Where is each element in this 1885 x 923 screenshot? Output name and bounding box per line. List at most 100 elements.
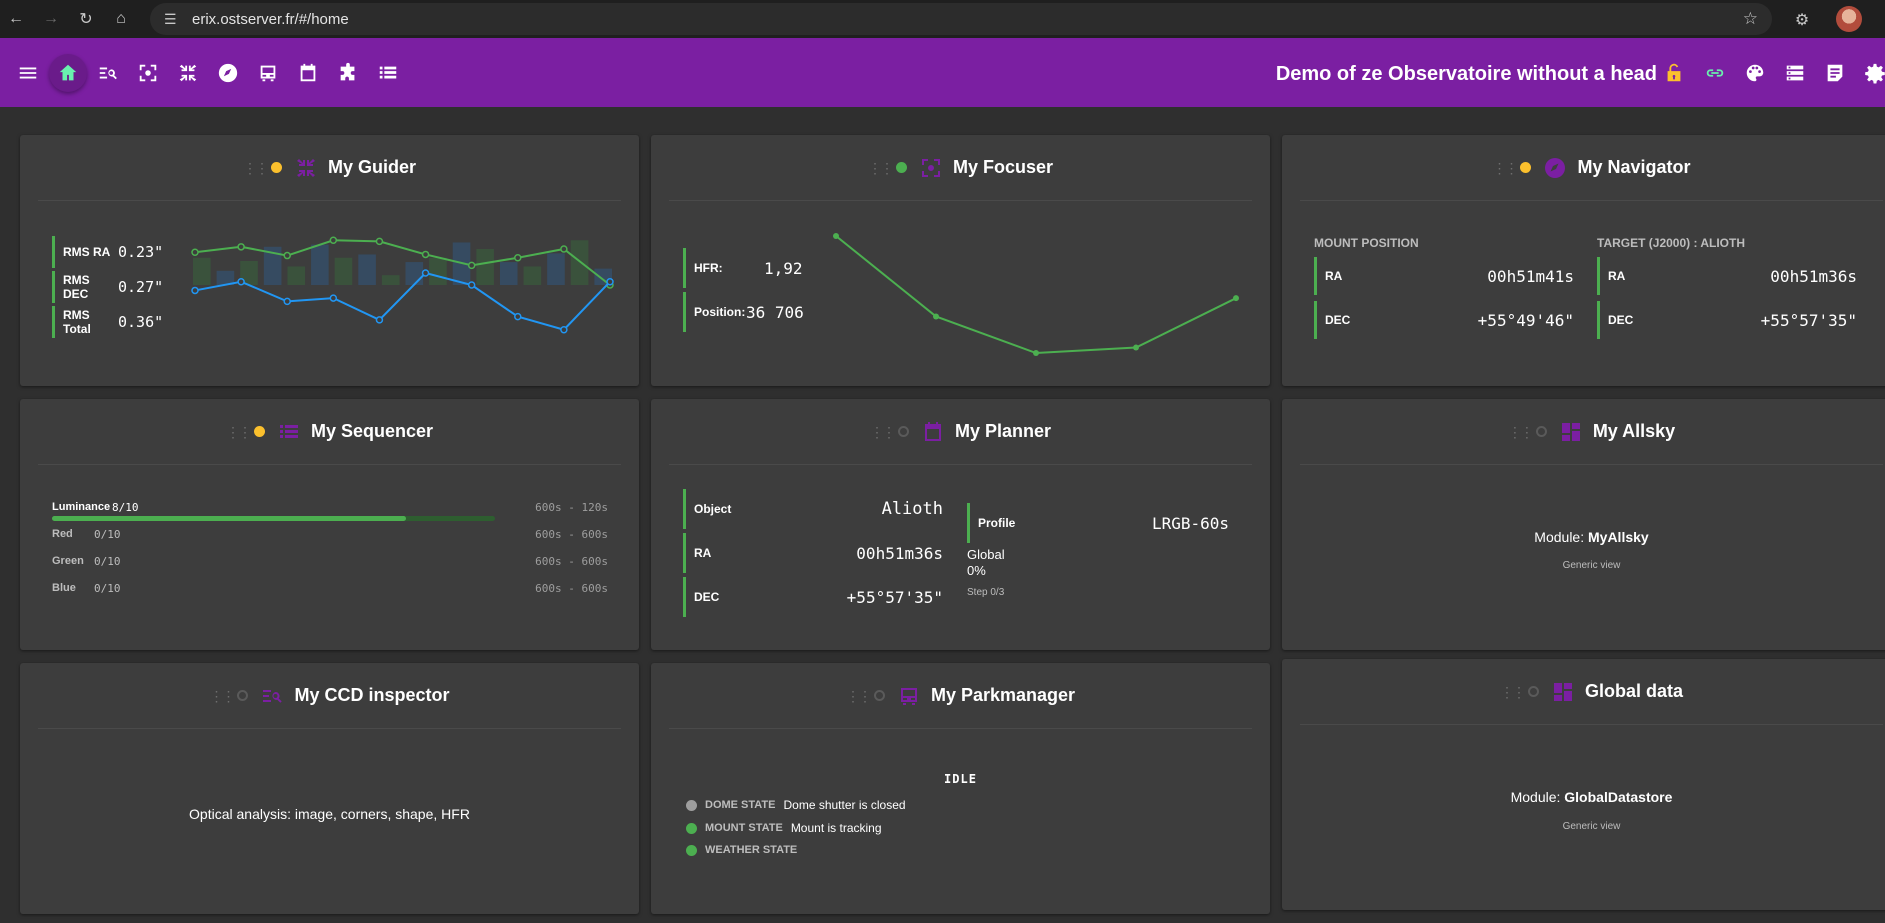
sequence-row-green: Green 0/10 600s - 600s (52, 555, 608, 568)
lock-open-icon[interactable] (1655, 54, 1693, 92)
ccd-inspector-icon (260, 684, 284, 708)
planner-card: ⋮⋮ My Planner Object Alioth RA 00h51m36s… (651, 399, 1270, 650)
extensions-icon[interactable]: ⚙ (1794, 12, 1810, 29)
drag-handle-icon[interactable]: ⋮⋮ (1507, 423, 1534, 440)
drag-handle-icon[interactable]: ⋮⋮ (869, 423, 896, 440)
palette-icon[interactable] (1736, 54, 1774, 92)
guider-nav-icon[interactable] (169, 54, 207, 92)
guider-bar (547, 253, 565, 285)
sequencer-nav-icon[interactable] (369, 54, 407, 92)
focuser-point (1033, 350, 1039, 357)
home-nav-icon[interactable] (49, 54, 87, 92)
drag-handle-icon[interactable]: ⋮⋮ (845, 687, 872, 704)
guider-bar (381, 275, 400, 285)
hfr-label: HFR: (694, 261, 723, 275)
parkmanager-nav-icon[interactable] (249, 54, 287, 92)
home-icon[interactable]: ⌂ (116, 10, 126, 27)
forward-icon[interactable]: → (43, 10, 59, 27)
dome-state-key: DOME STATE (705, 799, 776, 811)
sequence-times: 600s - 600s (535, 555, 608, 568)
profile-avatar[interactable] (1836, 6, 1862, 32)
module-name: MyAllsky (1588, 529, 1649, 545)
notes-icon[interactable] (1816, 54, 1854, 92)
status-dot (1520, 162, 1532, 173)
reload-icon[interactable]: ↻ (79, 11, 93, 28)
module-prefix: Module: (1534, 529, 1588, 545)
guider-bar (358, 254, 376, 285)
sequence-count: 0/10 (94, 555, 121, 568)
rms-ra-label: RMS RA (63, 245, 111, 259)
focuser-nav-icon[interactable] (129, 54, 167, 92)
target-label: TARGET (J2000) : ALIOTH (1597, 236, 1746, 250)
card-title: My Navigator (1577, 157, 1691, 177)
rms-ra-stat: RMS RA 0.23" (52, 236, 163, 268)
status-dot (253, 426, 265, 437)
card-title: My CCD inspector (294, 685, 450, 705)
observatory-title: Demo of ze Observatoire without a head (1275, 63, 1657, 85)
guider-point (191, 248, 199, 257)
guider-point (329, 236, 338, 245)
drag-handle-icon[interactable]: ⋮⋮ (1492, 159, 1518, 176)
sequence-row-blue: Blue 0/10 600s - 600s (52, 582, 608, 595)
sequence-times: 600s - 120s (535, 501, 608, 514)
sequence-row-red: Red 0/10 600s - 600s (52, 528, 608, 541)
mount-ra-value: 00h51m41s (1487, 266, 1574, 286)
dec-label: DEC (1325, 313, 1351, 327)
ccd-inspector-nav-icon[interactable] (89, 54, 127, 92)
guider-bar (476, 249, 494, 285)
back-icon[interactable]: ← (8, 10, 24, 27)
guider-card: ⋮⋮ My Guider RMS RA 0.23" RMS DEC 0.27" … (20, 135, 639, 386)
url-text[interactable]: erix.ostserver.fr/#/home (192, 10, 349, 28)
focuser-icon (919, 156, 943, 180)
position-label: Position: (694, 305, 746, 319)
settings-gear-icon[interactable] (1856, 54, 1885, 92)
address-bar[interactable]: ☰ erix.ostserver.fr/#/home ☆ (150, 3, 1772, 35)
navigator-nav-icon[interactable] (209, 54, 247, 92)
focuser-point (933, 313, 939, 320)
drag-handle-icon[interactable]: ⋮⋮ (867, 159, 894, 176)
status-dot (1527, 686, 1539, 697)
guider-point (237, 277, 245, 286)
status-dot (895, 162, 907, 173)
menu-icon[interactable] (9, 54, 47, 92)
position-stat: Position: 36 706 (683, 292, 804, 332)
guider-point (560, 245, 568, 253)
site-settings-icon[interactable]: ☰ (164, 10, 177, 27)
guider-point (467, 261, 476, 270)
target-ra-stat: RA 00h51m36s (1597, 257, 1857, 295)
ccd-inspector-card: ⋮⋮ My CCD inspector Optical analysis: im… (20, 663, 639, 914)
sequencer-icon (277, 420, 301, 444)
hfr-stat: HFR: 1,92 (683, 248, 803, 288)
card-title: My Focuser (952, 157, 1054, 177)
drag-handle-icon[interactable]: ⋮⋮ (209, 687, 235, 704)
guider-point (375, 316, 384, 324)
sequencer-card-header: ⋮⋮ My Sequencer (38, 399, 621, 465)
drag-handle-icon[interactable]: ⋮⋮ (242, 159, 269, 176)
rms-total-label: RMS Total (63, 308, 91, 336)
sequencer-card: ⋮⋮ My Sequencer Luminance 8/10 600s - 12… (20, 399, 639, 650)
browser-chrome: ← → ↻ ⌂ ☰ erix.ostserver.fr/#/home ☆ ⚙ (0, 0, 1885, 38)
rms-total-stat: RMS Total 0.36" (52, 306, 163, 338)
drag-handle-icon[interactable]: ⋮⋮ (225, 423, 252, 440)
guider-point (560, 325, 568, 334)
hfr-value: 1,92 (764, 258, 803, 278)
modules-nav-icon[interactable] (329, 54, 367, 92)
sequence-count: 0/10 (94, 528, 121, 541)
guider-bar (311, 244, 329, 285)
object-stat: Object Alioth (683, 489, 943, 529)
server-list-icon[interactable] (1776, 54, 1814, 92)
sequence-times: 600s - 600s (535, 528, 608, 541)
guider-bar (499, 262, 518, 285)
mount-state-row: MOUNT STATE Mount is tracking (686, 821, 882, 835)
allsky-card-header: ⋮⋮ My Allsky (1300, 399, 1883, 465)
planner-nav-icon[interactable] (289, 54, 327, 92)
rms-dec-stat: RMS DEC 0.27" (52, 271, 163, 303)
bookmark-star-icon[interactable]: ☆ (1742, 9, 1758, 28)
guider-bar (570, 240, 589, 285)
guider-bar (523, 266, 542, 285)
dashboard-icon (1559, 420, 1583, 444)
mount-state-key: MOUNT STATE (705, 822, 783, 834)
card-title: My Guider (327, 157, 416, 177)
drag-handle-icon[interactable]: ⋮⋮ (1499, 683, 1526, 700)
link-icon[interactable] (1696, 54, 1734, 92)
